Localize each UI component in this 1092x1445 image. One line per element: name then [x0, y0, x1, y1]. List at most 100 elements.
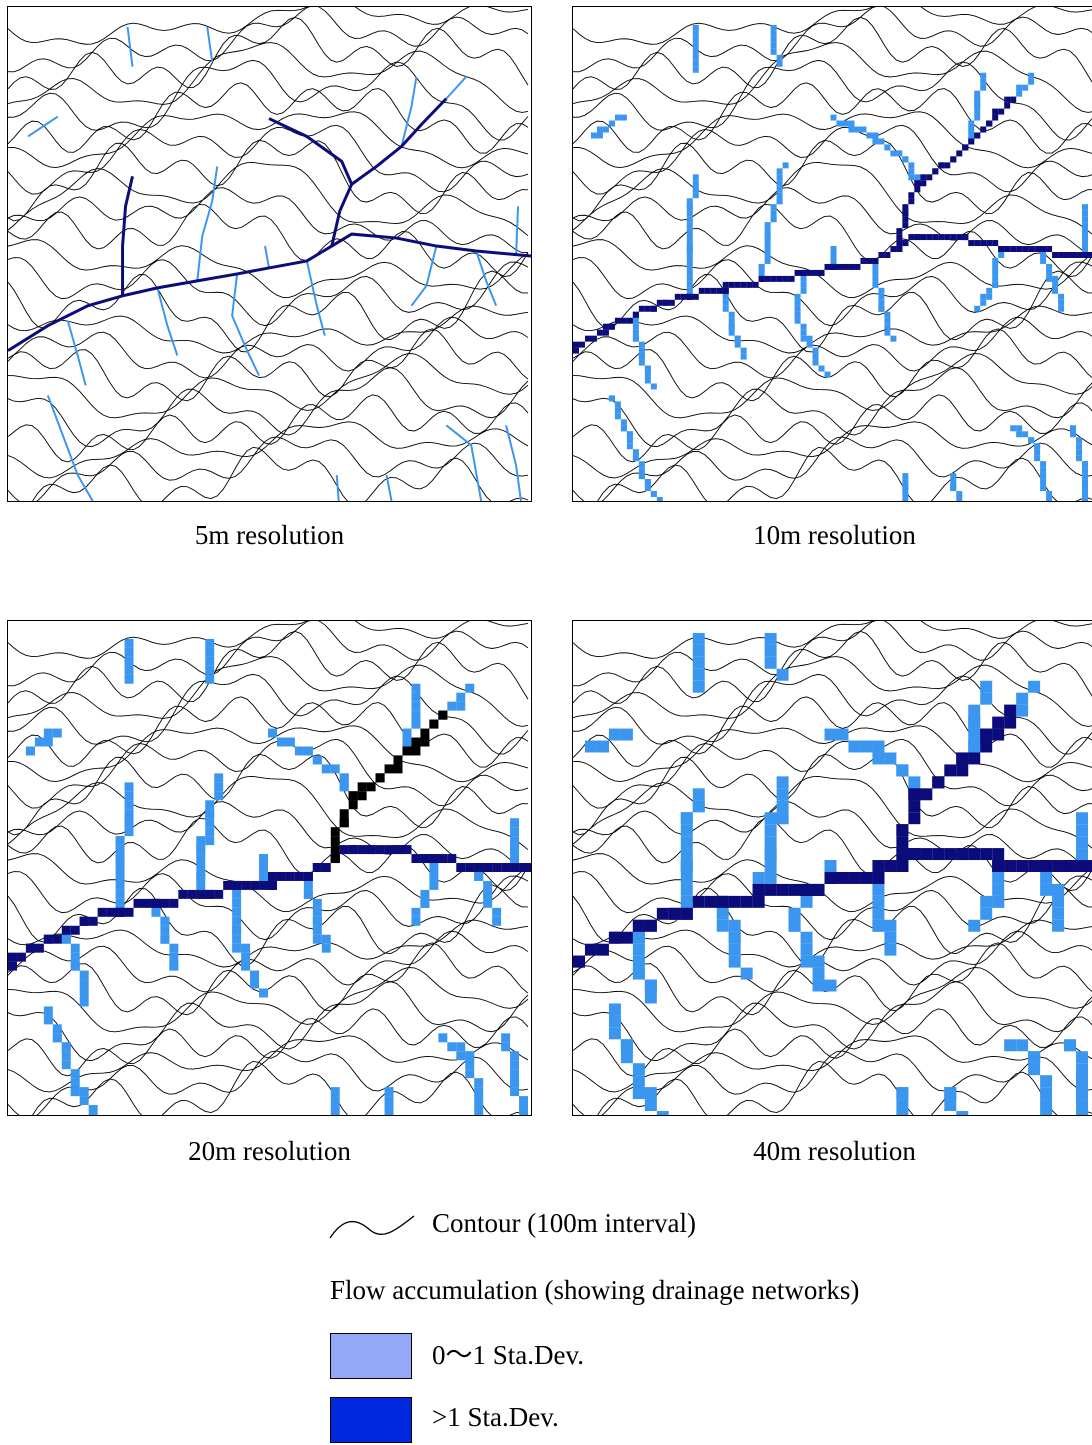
contour-line: [573, 187, 1092, 254]
drainage-minor-cell: [614, 114, 621, 121]
drainage-minor-cell: [812, 955, 825, 968]
drainage-main-cell: [339, 845, 349, 855]
drainage-minor-cell: [692, 24, 699, 31]
drainage-main-cell: [746, 281, 753, 288]
drainage-minor-cell: [770, 48, 777, 55]
drainage-main-cell: [962, 144, 969, 151]
drainage-main-cell: [890, 246, 897, 253]
drainage-minor-cell: [205, 809, 215, 819]
drainage-main-cell: [1034, 246, 1041, 253]
drainage-minor-cell: [692, 668, 705, 681]
drainage-minor-cell: [764, 252, 771, 258]
drainage-main-cell: [632, 311, 639, 318]
drainage-main-cell: [872, 860, 885, 872]
drainage-main-cell: [602, 323, 609, 330]
drainage-main-cell: [962, 234, 969, 241]
drainage-main-cell: [914, 186, 921, 193]
drainage-minor-cell: [878, 299, 885, 306]
drainage-minor-cell: [650, 383, 657, 390]
drainage-main-cell: [393, 764, 403, 774]
drainage-minor-cell: [1040, 1087, 1053, 1100]
contour-line: [573, 7, 1092, 73]
drainage-main-cell: [474, 863, 484, 872]
drainage-minor-cell: [196, 836, 206, 846]
contour-line: [8, 817, 529, 891]
drainage-minor-cell: [124, 791, 134, 801]
drainage-minor-cell: [1052, 281, 1059, 288]
drainage-minor-cell: [1082, 497, 1089, 501]
drainage-minor-cell: [1016, 692, 1029, 705]
drainage-main-cell: [722, 281, 729, 288]
drainage-main-cell: [704, 287, 711, 294]
drainage-main-cell: [896, 848, 909, 861]
drainage-main-cell: [321, 863, 331, 872]
caption-5m: 5m resolution: [194, 520, 345, 550]
drainage-main-cell: [902, 210, 909, 217]
drainage-minor-cell: [764, 257, 771, 264]
drainage-minor-cell: [734, 341, 741, 348]
drainage-minor-cell: [474, 1105, 484, 1115]
drainage-minor-cell: [728, 943, 741, 956]
drainage-minor-cell: [1076, 812, 1089, 825]
contour-line: [573, 270, 1092, 353]
drainage-main-cell: [285, 871, 295, 881]
drainage-minor-cell: [232, 943, 242, 953]
drainage-main-cell: [632, 919, 645, 932]
drainage-minor-cell: [902, 473, 909, 480]
drainage-minor-cell: [740, 967, 753, 980]
drainage-main-cell: [638, 305, 645, 312]
drainage-minor-cell: [776, 60, 783, 67]
drainage-minor-cell: [1046, 269, 1053, 276]
drainage-main-cell: [980, 740, 993, 753]
drainage-minor-cell: [776, 198, 783, 205]
drainage-minor: [264, 245, 270, 269]
drainage-minor-cell: [465, 1060, 475, 1070]
drainage-minor-cell: [259, 854, 269, 864]
drainage-main-cell: [992, 728, 1005, 741]
drainage-minor-cell: [1076, 824, 1089, 837]
drainage-minor-cell: [776, 788, 789, 801]
drainage-minor-cell: [632, 955, 645, 968]
drainage-main-cell: [402, 845, 412, 855]
drainage-minor-cell: [232, 934, 242, 944]
drainage-minor-cell: [644, 1087, 657, 1100]
drainage-minor-cell: [474, 1087, 484, 1097]
drainage-main-cell: [806, 269, 813, 276]
drainage-minor-cell: [722, 293, 729, 300]
drainage-main-cell: [596, 943, 609, 956]
contour-line: [8, 621, 529, 659]
drainage-minor-cell: [259, 988, 269, 998]
drainage-minor: [475, 250, 498, 307]
drainage-minor-cell: [944, 1087, 957, 1100]
drainage-main-cell: [584, 335, 591, 342]
drainage-minor-cell: [764, 222, 771, 229]
drainage-minor-cell: [312, 934, 322, 944]
contour-line: [573, 203, 1092, 277]
drainage-main-cell: [764, 883, 777, 896]
drainage-minor-cell: [884, 329, 891, 336]
drainage-minor-cell: [638, 347, 645, 354]
drainage-minor-cell: [830, 114, 837, 121]
drainage-minor-cell: [764, 860, 777, 872]
drainage-main-cell: [232, 880, 242, 890]
contour-line: [8, 696, 529, 768]
contour-line: [8, 801, 529, 868]
drainage-minor-cell: [968, 132, 975, 139]
drainage-minor-cell: [312, 916, 322, 926]
drainage-minor-cell: [692, 186, 699, 193]
drainage-main-cell: [357, 782, 367, 792]
drainage-minor-cell: [824, 979, 837, 992]
drainage-minor-cell: [632, 455, 639, 462]
drainage-minor-cell: [884, 317, 891, 324]
drainage-minor-cell: [686, 275, 693, 282]
drainage-minor-cell: [1082, 210, 1089, 217]
drainage-minor-cell: [79, 1096, 89, 1106]
contour-line: [573, 696, 1092, 768]
drainage-main-cell: [812, 269, 819, 276]
drainage-minor-cell: [788, 919, 801, 932]
drainage-minor-cell: [1082, 491, 1089, 498]
drainage-minor-cell: [465, 1069, 475, 1079]
drainage-minor-cell: [1022, 84, 1029, 91]
drainage-main-cell: [25, 943, 35, 953]
drainage-main-cell: [758, 275, 765, 282]
